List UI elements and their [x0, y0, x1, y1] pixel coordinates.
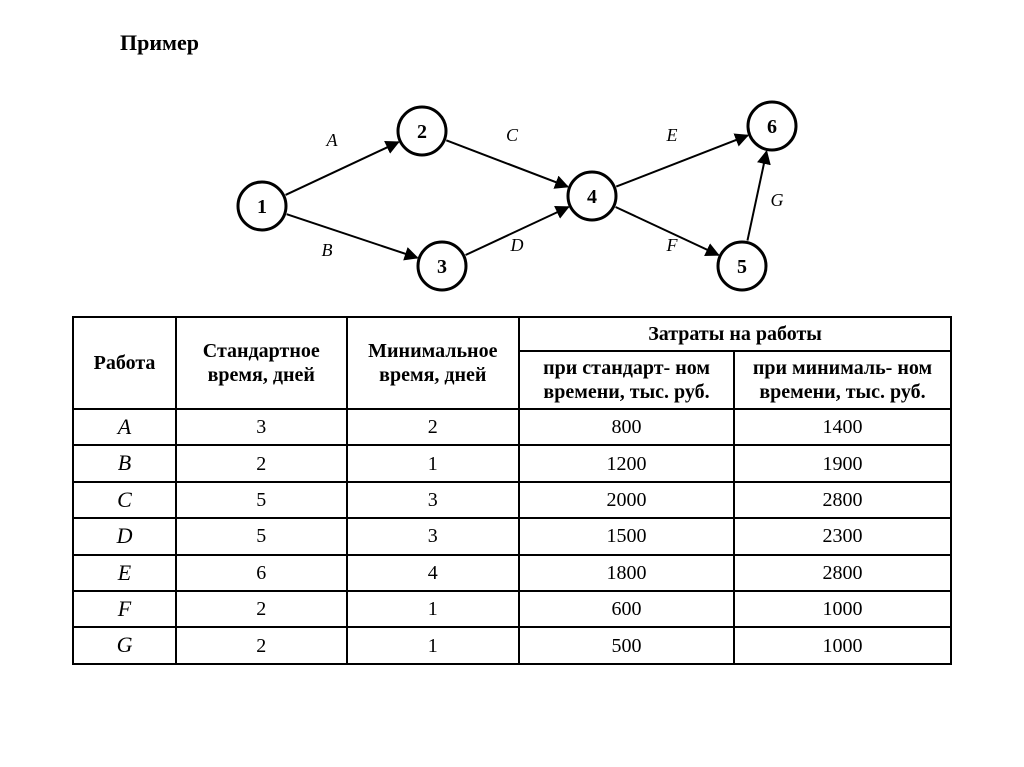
edge-label-c: C [506, 125, 519, 145]
table-cell: 2300 [734, 518, 951, 554]
table-cell: 1 [347, 591, 520, 627]
node-label-5: 5 [737, 256, 747, 278]
activity-table: Работа Стандартное время, дней Минимальн… [72, 316, 952, 665]
table-cell: C [73, 482, 176, 518]
table-cell: 2 [347, 409, 520, 445]
table-cell: 3 [347, 482, 520, 518]
table-cell: 3 [347, 518, 520, 554]
table-cell: B [73, 445, 176, 481]
edge-c [446, 140, 567, 186]
table-cell: 2800 [734, 482, 951, 518]
table-cell: 5 [176, 482, 346, 518]
table-cell: G [73, 627, 176, 663]
table-cell: 800 [519, 409, 734, 445]
table-cell: 500 [519, 627, 734, 663]
table-cell: 3 [176, 409, 346, 445]
edge-label-b: B [322, 240, 333, 260]
table-cell: A [73, 409, 176, 445]
edge-b [287, 214, 418, 258]
table-cell: 600 [519, 591, 734, 627]
table-cell: 1 [347, 627, 520, 663]
edge-e [616, 135, 748, 186]
table-row: G215001000 [73, 627, 951, 663]
table-cell: 2 [176, 445, 346, 481]
edge-label-a: A [326, 130, 339, 150]
edge-label-e: E [666, 125, 678, 145]
table-row: D5315002300 [73, 518, 951, 554]
table-cell: E [73, 555, 176, 591]
node-label-3: 3 [437, 256, 447, 278]
table-cell: D [73, 518, 176, 554]
node-label-2: 2 [417, 121, 427, 143]
node-label-4: 4 [587, 186, 597, 208]
table-cell: 1500 [519, 518, 734, 554]
table-row: B2112001900 [73, 445, 951, 481]
col-header-mincost: при минималь- ном времени, тыс. руб. [734, 351, 951, 409]
col-header-work: Работа [73, 317, 176, 409]
col-header-stdtime: Стандартное время, дней [176, 317, 346, 409]
table-cell: 1000 [734, 591, 951, 627]
table-cell: 1900 [734, 445, 951, 481]
node-label-1: 1 [257, 196, 267, 218]
edge-label-f: F [666, 235, 679, 255]
col-header-mintime: Минимальное время, дней [347, 317, 520, 409]
edge-label-d: D [510, 235, 524, 255]
table-cell: 2 [176, 627, 346, 663]
table-cell: 2000 [519, 482, 734, 518]
table-cell: 4 [347, 555, 520, 591]
table-cell: 1200 [519, 445, 734, 481]
table-row: C5320002800 [73, 482, 951, 518]
table-cell: 2800 [734, 555, 951, 591]
table-cell: F [73, 591, 176, 627]
col-header-stdcost: при стандарт- ном времени, тыс. руб. [519, 351, 734, 409]
table-row: F216001000 [73, 591, 951, 627]
table-cell: 1000 [734, 627, 951, 663]
table-cell: 2 [176, 591, 346, 627]
table-cell: 1 [347, 445, 520, 481]
edge-a [286, 142, 399, 195]
col-header-costs: Затраты на работы [519, 317, 951, 351]
node-label-6: 6 [767, 116, 777, 138]
network-diagram: A B C D E F G 1 2 3 4 5 6 [162, 76, 862, 296]
edge-label-g: G [771, 190, 784, 210]
table-row: A328001400 [73, 409, 951, 445]
table-cell: 1400 [734, 409, 951, 445]
edge-g [747, 151, 766, 240]
table-row: E6418002800 [73, 555, 951, 591]
table-cell: 1800 [519, 555, 734, 591]
table-cell: 6 [176, 555, 346, 591]
table-cell: 5 [176, 518, 346, 554]
page-title: Пример [120, 30, 994, 56]
